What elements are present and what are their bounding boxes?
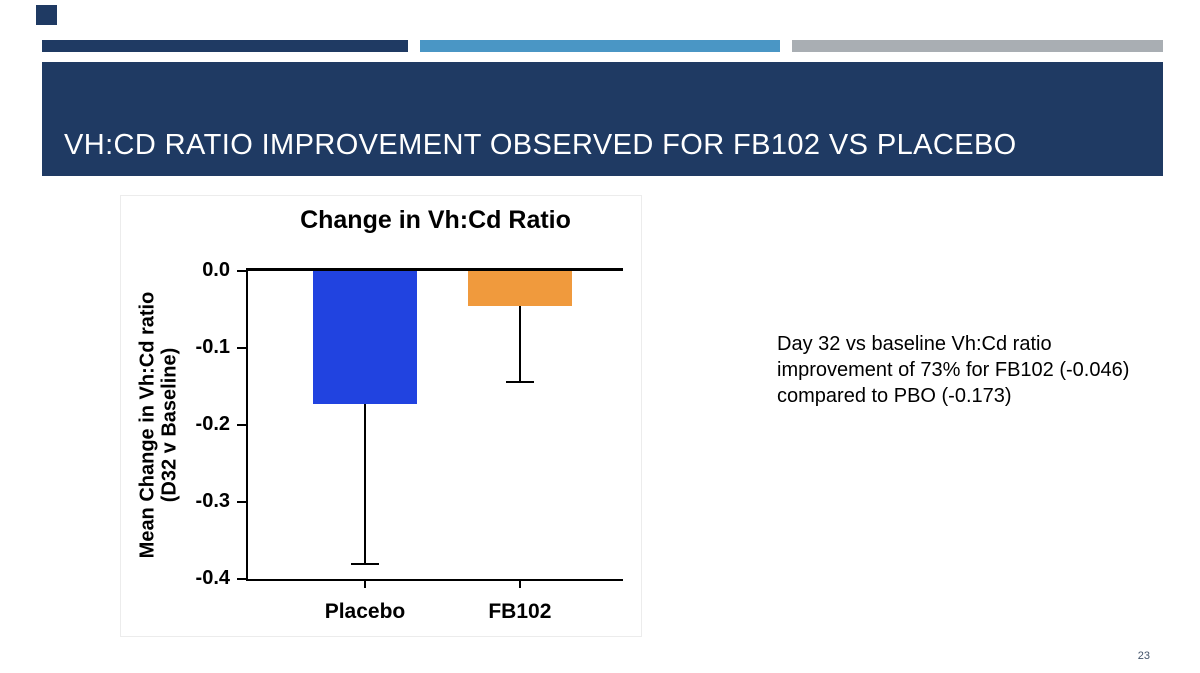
page-number: 23 — [1137, 650, 1150, 662]
y-tick-mark — [237, 270, 246, 272]
stripe-navy — [42, 40, 408, 52]
plot-area: 0.0 -0.1 -0.2 -0.3 -0.4 Placebo FB102 — [196, 259, 623, 623]
annotation-line-3: compared to PBO (-0.173) — [777, 385, 1012, 407]
y-tick-label: -0.4 — [195, 567, 230, 589]
error-bar-line — [364, 404, 366, 564]
y-tick-label: -0.2 — [195, 413, 230, 435]
y-tick-mark — [237, 578, 246, 580]
bar-fb102 — [467, 271, 572, 307]
chart-panel: Change in Vh:Cd Ratio Mean Change in Vh:… — [120, 195, 642, 637]
x-axis-category-label: FB102 — [488, 600, 552, 623]
top-left-accent-block — [36, 5, 57, 25]
title-band: VH:CD RATIO IMPROVEMENT OBSERVED FOR FB1… — [42, 62, 1163, 176]
x-tick-mark — [518, 581, 521, 588]
bar-placebo — [313, 271, 417, 405]
stripe-gray — [792, 40, 1163, 52]
annotation-line-1: Day 32 vs baseline Vh:Cd ratio — [777, 333, 1052, 355]
y-tick-mark — [237, 501, 246, 503]
error-bar-cap — [351, 562, 379, 565]
y-tick-label: -0.1 — [195, 336, 230, 358]
y-tick-label: 0.0 — [202, 259, 230, 281]
annotation-text: Day 32 vs baseline Vh:Cd ratio improveme… — [777, 331, 1187, 409]
stripe-blue — [420, 40, 780, 52]
chart-title: Change in Vh:Cd Ratio — [300, 206, 571, 234]
error-bar-cap — [505, 380, 534, 383]
y-axis-ticks: 0.0 -0.1 -0.2 -0.3 -0.4 — [118, 259, 246, 589]
slide-title: VH:CD RATIO IMPROVEMENT OBSERVED FOR FB1… — [64, 129, 1017, 161]
y-tick-mark — [237, 424, 246, 426]
y-tick-label: -0.3 — [195, 490, 230, 512]
annotation-line-2: improvement of 73% for FB102 (-0.046) — [777, 359, 1130, 381]
x-tick-mark — [364, 581, 366, 588]
error-bar-line — [518, 306, 521, 382]
x-axis-category-label: Placebo — [324, 600, 406, 623]
y-tick-mark — [237, 347, 246, 349]
accent-stripes — [42, 40, 1163, 52]
